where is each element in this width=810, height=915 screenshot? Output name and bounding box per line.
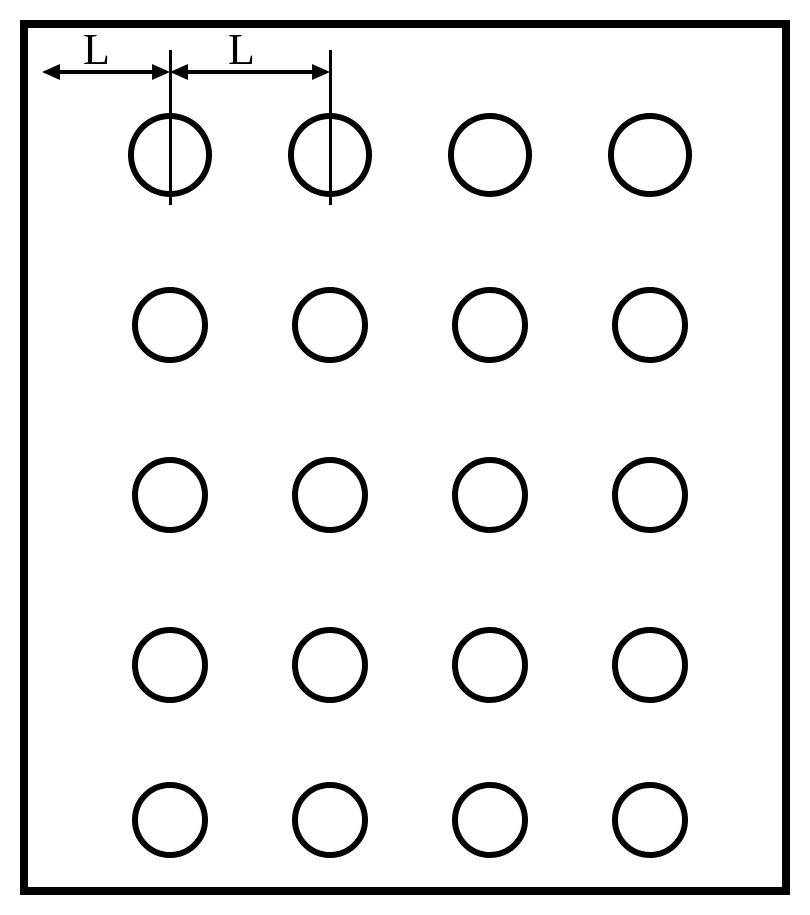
dimension-arrowhead [152, 64, 170, 80]
grid-circle [612, 457, 688, 533]
grid-circle [292, 287, 368, 363]
grid-circle [132, 782, 208, 858]
dimension-label: L [83, 24, 110, 75]
dimension-arrowhead [312, 64, 330, 80]
grid-circle [292, 457, 368, 533]
grid-circle [612, 287, 688, 363]
grid-circle [132, 457, 208, 533]
grid-circle [452, 782, 528, 858]
grid-circle [132, 627, 208, 703]
grid-circle [452, 287, 528, 363]
grid-circle [448, 113, 532, 197]
dimension-arrowhead [170, 64, 188, 80]
grid-circle [292, 627, 368, 703]
grid-circle [612, 782, 688, 858]
grid-circle [132, 287, 208, 363]
dimension-label: L [228, 24, 255, 75]
grid-circle [452, 457, 528, 533]
grid-circle [608, 113, 692, 197]
dimension-arrowhead [42, 64, 60, 80]
grid-circle [452, 627, 528, 703]
grid-circle [292, 782, 368, 858]
grid-circle [612, 627, 688, 703]
